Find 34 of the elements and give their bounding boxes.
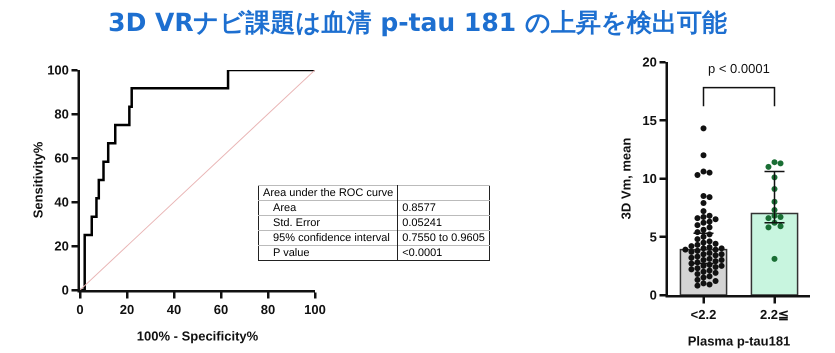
x-tick-label: 0 bbox=[76, 302, 84, 318]
annotation: p < 0.0001 bbox=[708, 61, 770, 76]
annotation: Area under the ROC curve bbox=[258, 186, 398, 200]
y-tick-label: 100 bbox=[47, 62, 69, 78]
x-tick-label: 2.2≦ bbox=[760, 307, 790, 322]
y-tick-label: 80 bbox=[54, 106, 69, 122]
y-axis-title: 3D Vm, mean bbox=[618, 138, 634, 220]
x-tick-label: 60 bbox=[214, 302, 228, 318]
y-axis-title: Sensitivity% bbox=[30, 141, 46, 218]
y-tick-label: 0 bbox=[62, 282, 69, 298]
y-tick-label: 20 bbox=[642, 54, 657, 70]
annotation: 95% confidence interval bbox=[258, 230, 398, 246]
y-tick-label: 40 bbox=[54, 194, 69, 210]
x-tick-label: 100 bbox=[304, 302, 326, 318]
y-tick-label: 10 bbox=[642, 171, 657, 186]
y-tick-label: 20 bbox=[54, 238, 69, 254]
x-tick-label: 20 bbox=[120, 302, 134, 318]
text: 3D VRナビ課題は血清 p-tau 181 の上昇を検出可能 bbox=[107, 7, 728, 39]
text: 0.05241 bbox=[398, 216, 490, 230]
y-tick-label: 5 bbox=[650, 229, 657, 244]
y-tick-label: 0 bbox=[650, 288, 657, 303]
y-tick-label: 60 bbox=[54, 150, 69, 166]
x-tick-label: 80 bbox=[260, 302, 276, 318]
annotation: Area bbox=[258, 200, 398, 216]
text: 0.8577 bbox=[398, 200, 490, 216]
annotation: Std. Error bbox=[258, 216, 398, 230]
x-axis-title: 100% - Specificity% bbox=[136, 328, 259, 344]
x-tick-label: <2.2 bbox=[690, 307, 716, 322]
x-tick-label: 40 bbox=[166, 302, 182, 318]
y-tick-label: 15 bbox=[642, 112, 657, 128]
x-axis-title: Plasma p-tau181 bbox=[688, 334, 790, 348]
annotation: P value bbox=[258, 246, 398, 260]
text: <0.0001 bbox=[398, 246, 490, 260]
text: 0.7550 to 0.9605 bbox=[398, 230, 490, 246]
